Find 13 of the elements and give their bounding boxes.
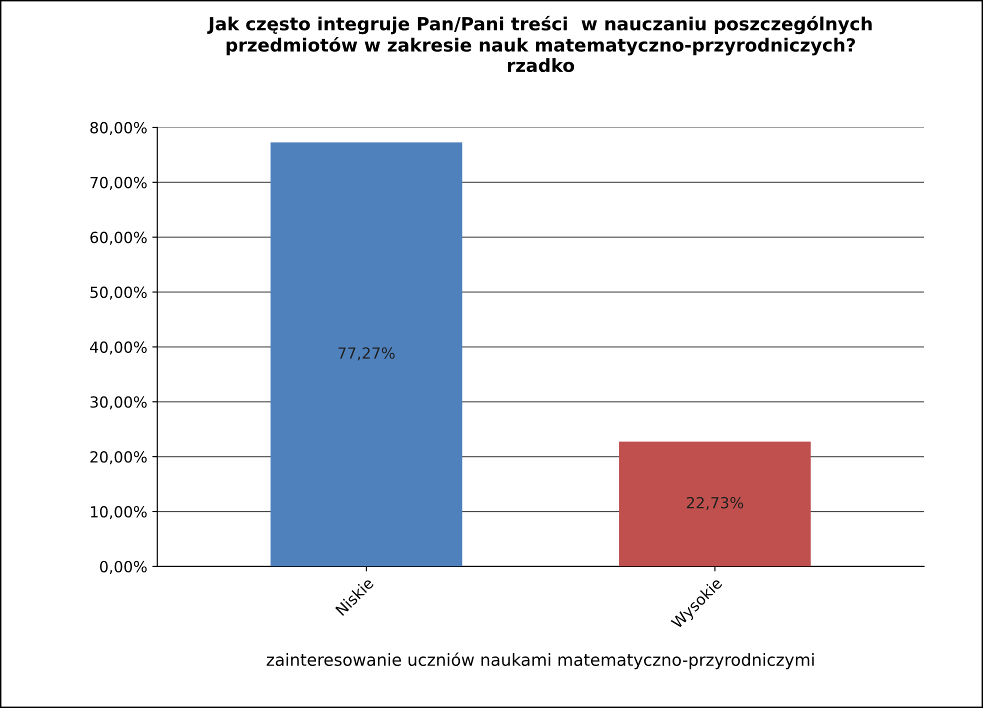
y-tick-label: 30,00% <box>90 396 147 410</box>
y-tick-label: 60,00% <box>90 232 147 245</box>
y-tick-label: 10,00% <box>90 506 147 520</box>
y-tick-label: 40,00% <box>90 341 147 354</box>
y-tick-label: 80,00% <box>90 122 147 136</box>
x-axis-title: zainteresowanie uczniów naukami matematyczno-przyrodniczymi <box>266 652 814 670</box>
data-label: 77,27% <box>338 347 395 360</box>
data-label: 22,73% <box>686 496 744 510</box>
y-tick-label: 20,00% <box>90 451 147 464</box>
chart-title: Jak często integruje Pan/Pani treści w nauczaniu poszczególnych przedmiotów w zakresie nauk matematyczno-przyrodniczych? rzadko <box>207 16 872 72</box>
y-tick-label: 50,00% <box>90 286 147 300</box>
y-tick-label: 0,00% <box>100 560 147 574</box>
y-tick-label: 70,00% <box>90 176 147 190</box>
